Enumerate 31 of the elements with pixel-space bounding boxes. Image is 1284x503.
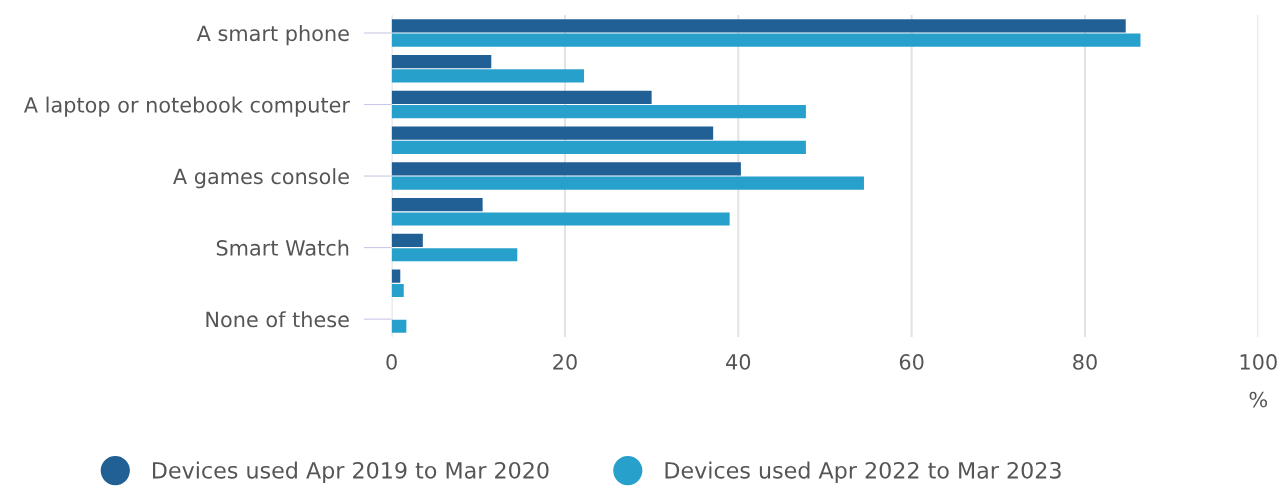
bar xyxy=(391,283,404,298)
bar xyxy=(391,212,730,226)
y-tick-label: A laptop or notebook computer xyxy=(23,96,350,117)
bar xyxy=(391,55,492,69)
x-tick-label: 60 xyxy=(899,354,924,370)
bar xyxy=(391,90,652,104)
x-tick-label: 40 xyxy=(726,354,751,370)
bar xyxy=(391,248,518,262)
bar xyxy=(391,140,806,155)
bar xyxy=(391,105,806,119)
x-tick-label: 100 xyxy=(1240,354,1277,370)
legend-label: Devices used Apr 2022 to Mar 2023 xyxy=(665,461,1061,483)
x-axis-title: % xyxy=(1249,391,1268,408)
x-tick-label: 80 xyxy=(1073,354,1097,370)
bar xyxy=(391,69,585,83)
bar xyxy=(391,269,401,283)
bar xyxy=(391,126,714,140)
x-tick-label: 20 xyxy=(553,354,577,370)
y-tick-label: Smart Watch xyxy=(216,239,349,256)
bar xyxy=(391,319,407,333)
y-tick-label: None of these xyxy=(206,311,349,328)
y-tick-label: A games console xyxy=(173,168,349,189)
x-tick-label: 0 xyxy=(386,354,397,370)
bar xyxy=(391,162,741,176)
bar xyxy=(391,19,1126,33)
y-tick-label: A smart phone xyxy=(196,25,349,46)
bar xyxy=(391,33,1141,47)
bar xyxy=(391,176,864,190)
legend-label: Devices used Apr 2019 to Mar 2020 xyxy=(153,461,549,483)
bar xyxy=(391,233,423,248)
bar xyxy=(391,198,483,212)
